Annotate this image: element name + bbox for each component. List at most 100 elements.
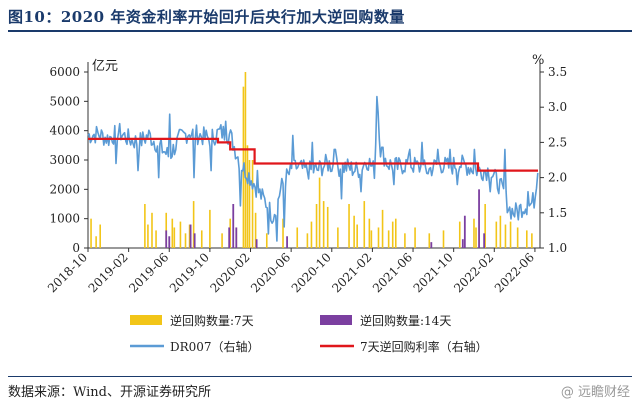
bar-7d xyxy=(504,224,507,248)
left-tick-label: 0 xyxy=(72,241,80,255)
bar-7d xyxy=(144,204,146,248)
left-tick-label: 5000 xyxy=(49,94,80,108)
bar-7d xyxy=(531,233,533,248)
bar-7d xyxy=(484,204,486,248)
legend-swatch-1 xyxy=(130,315,162,325)
bar-7d xyxy=(90,218,92,248)
x-tick-label: 2021-02 xyxy=(329,250,374,295)
bar-14d xyxy=(463,215,466,248)
bar-7d xyxy=(499,215,502,248)
left-tick-label: 4000 xyxy=(49,124,80,138)
bar-7d xyxy=(251,160,254,248)
left-tick-label: 6000 xyxy=(49,65,80,79)
x-tick-label: 2019-10 xyxy=(167,250,212,295)
bar-7d xyxy=(356,224,358,248)
bar-7d xyxy=(353,215,355,248)
right-axis-unit: % xyxy=(532,53,544,68)
bar-7d xyxy=(458,221,461,248)
bar-7d xyxy=(381,209,384,248)
bar-7d xyxy=(404,233,406,248)
bar-14d xyxy=(255,239,258,248)
bar-7d xyxy=(475,227,477,248)
bar-7d xyxy=(244,72,247,248)
bar-7d xyxy=(337,227,339,248)
bar-7d xyxy=(442,230,445,248)
x-tick-label: 2022-06 xyxy=(492,250,537,295)
left-tick-label: 3000 xyxy=(49,153,80,167)
legend-label-2: 逆回购数量:14天 xyxy=(360,313,451,328)
bar-14d xyxy=(286,236,288,248)
x-tick-label: 2021-10 xyxy=(411,250,456,295)
bar-7d xyxy=(179,221,182,248)
bar-7d xyxy=(306,233,309,248)
bar-7d xyxy=(326,206,329,248)
bar-14d xyxy=(228,227,231,248)
x-tick-label: 2022-02 xyxy=(451,250,496,295)
bar-7d xyxy=(414,227,416,248)
bar-7d xyxy=(200,230,203,248)
legend-label-1: 逆回购数量:7天 xyxy=(170,313,254,328)
bar-7d xyxy=(209,209,211,248)
bar-7d xyxy=(173,227,176,248)
bar-7d xyxy=(391,221,394,248)
x-tick-label: 2019-02 xyxy=(86,250,131,295)
left-axis-unit: 亿元 xyxy=(92,59,118,74)
right-tick-label: 2.5 xyxy=(548,135,567,149)
bar-7d xyxy=(95,236,97,248)
bar-7d xyxy=(192,201,195,248)
bar-7d xyxy=(282,218,284,248)
legend-label-3: DR007（右轴） xyxy=(170,339,260,354)
bar-14d xyxy=(189,224,192,248)
bar-14d xyxy=(478,189,480,248)
bar-7d xyxy=(248,160,251,248)
bar-14d xyxy=(232,204,235,248)
title-divider xyxy=(8,30,632,32)
chart-title: 图10：2020 年资金利率开始回升后央行加大逆回购数量 xyxy=(8,8,405,26)
bar-7d xyxy=(370,230,373,248)
bar-7d xyxy=(155,230,157,248)
bar-7d xyxy=(296,227,299,248)
watermark: @ 远瞻财经 xyxy=(560,385,630,400)
right-tick-label: 1.0 xyxy=(548,241,567,255)
bar-7d xyxy=(387,230,390,248)
right-tick-label: 2.0 xyxy=(548,171,567,185)
bar-7d xyxy=(171,218,174,248)
bar-7d xyxy=(147,224,149,248)
bar-7d xyxy=(509,221,512,248)
bar-7d xyxy=(254,212,257,248)
bar-14d xyxy=(165,230,168,248)
bar-7d xyxy=(368,218,371,248)
legend-swatch-2 xyxy=(320,315,352,325)
bar-7d xyxy=(221,233,223,248)
bar-7d xyxy=(188,224,191,248)
bar-7d xyxy=(99,224,101,248)
bar-7d xyxy=(516,227,519,248)
bar-7d xyxy=(322,201,325,248)
bar-7d xyxy=(315,204,318,248)
repo-rate-7d-line xyxy=(88,137,538,172)
x-tick-label: 2020-10 xyxy=(289,250,334,295)
right-tick-label: 3.5 xyxy=(548,65,567,79)
bar-14d xyxy=(235,227,238,248)
dr007-line xyxy=(87,95,539,242)
bar-7d xyxy=(363,201,366,248)
bar-7d xyxy=(246,145,249,248)
bar-14d xyxy=(193,233,196,248)
source-note: 数据来源：Wind、开源证券研究所 xyxy=(8,385,211,400)
left-tick-label: 2000 xyxy=(49,182,80,196)
legend-label-4: 7天逆回购利率（右轴） xyxy=(360,339,488,354)
bar-7d xyxy=(495,221,498,248)
bar-7d xyxy=(394,218,397,248)
right-tick-label: 3.0 xyxy=(548,100,567,114)
bar-7d xyxy=(318,177,321,248)
bar-7d xyxy=(377,227,380,248)
bar-14d xyxy=(483,233,486,248)
x-tick-label: 2020-06 xyxy=(248,250,293,295)
bar-14d xyxy=(461,239,464,248)
bar-7d xyxy=(310,221,313,248)
bar-7d xyxy=(348,204,350,248)
bar-7d xyxy=(525,230,528,248)
bar-14d xyxy=(168,236,171,248)
x-tick-label: 2019-06 xyxy=(126,250,171,295)
